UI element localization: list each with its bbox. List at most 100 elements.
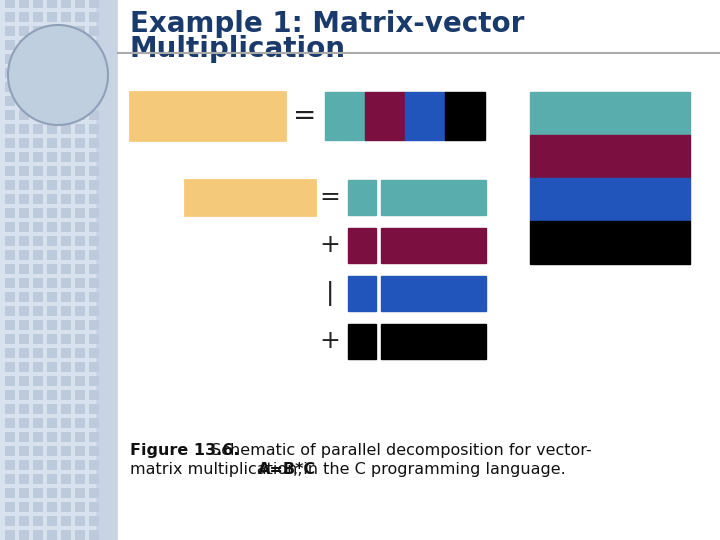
Bar [5,432,15,442]
Bar [33,474,43,484]
Bar [19,68,29,78]
Bar [33,264,43,274]
Bar [118,0,720,540]
Bar [19,166,29,176]
Bar [89,404,99,414]
Bar [47,54,57,64]
Bar [5,488,15,498]
Bar [5,306,15,316]
Bar [0,0,95,540]
Bar [47,194,57,204]
Bar [47,292,57,302]
Bar [61,40,71,50]
Bar [75,138,85,148]
Bar [33,124,43,134]
Text: Figure 13.6.: Figure 13.6. [130,443,240,458]
Bar [47,530,57,540]
Bar [530,92,690,135]
Bar [19,124,29,134]
Bar [75,180,85,190]
Bar [75,432,85,442]
Bar [19,306,29,316]
Bar [89,82,99,92]
Bar [61,96,71,106]
Bar [348,180,376,215]
Bar [19,502,29,512]
Bar [75,390,85,400]
Bar [47,96,57,106]
Bar [75,194,85,204]
Bar [75,278,85,288]
Bar [5,474,15,484]
Bar [19,446,29,456]
Bar [61,124,71,134]
Bar [89,264,99,274]
Bar [33,278,43,288]
Bar [47,404,57,414]
Bar [33,306,43,316]
Bar [89,40,99,50]
Bar [89,110,99,120]
Bar [33,250,43,260]
Bar [5,530,15,540]
Bar [75,54,85,64]
Bar [89,96,99,106]
Bar [530,221,690,264]
Bar [75,222,85,232]
Bar [61,278,71,288]
Bar [33,362,43,372]
Bar [75,530,85,540]
Bar [61,264,71,274]
Bar [19,82,29,92]
Bar [19,138,29,148]
Bar [5,320,15,330]
Bar [47,306,57,316]
Bar [19,320,29,330]
Bar [75,166,85,176]
Bar [61,0,71,8]
Text: matrix multiplication,: matrix multiplication, [130,462,307,477]
Bar [61,348,71,358]
Bar [47,40,57,50]
Bar [5,390,15,400]
Bar [33,432,43,442]
Bar [5,124,15,134]
Bar [5,348,15,358]
Bar [61,236,71,246]
Bar [5,446,15,456]
Bar [89,26,99,36]
Bar [47,502,57,512]
Bar [47,138,57,148]
Bar [5,292,15,302]
Bar [61,376,71,386]
Bar [61,516,71,526]
Text: =: = [320,186,341,210]
Bar [75,516,85,526]
Bar [89,152,99,162]
Bar [75,12,85,22]
Bar [19,222,29,232]
Bar [89,124,99,134]
Bar [89,250,99,260]
Bar [89,530,99,540]
Bar [47,0,57,8]
Bar [445,92,485,140]
Bar [130,92,285,140]
Bar [530,178,690,221]
Bar [33,390,43,400]
Bar [75,110,85,120]
Bar [89,208,99,218]
Bar [405,92,445,140]
Bar [47,516,57,526]
Bar [61,432,71,442]
Bar [5,236,15,246]
Bar [19,0,29,8]
Bar [19,278,29,288]
Bar [19,488,29,498]
Bar [33,82,43,92]
Bar [75,68,85,78]
Bar [19,152,29,162]
Bar [530,135,690,178]
Bar [33,488,43,498]
Bar [61,404,71,414]
